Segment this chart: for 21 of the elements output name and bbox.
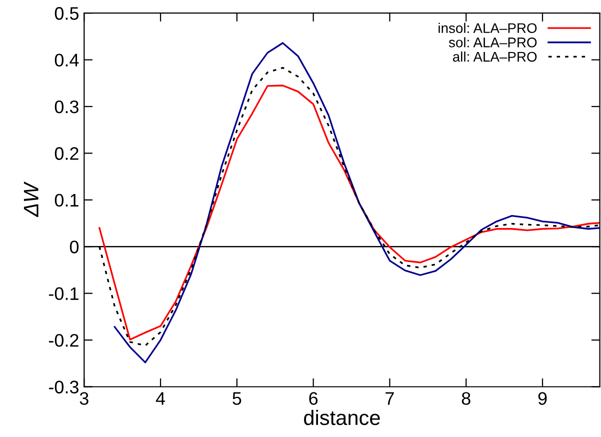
- x-tick-label: 7: [386, 392, 394, 405]
- legend-label: sol: ALA–PRO: [448, 37, 537, 48]
- legend-label: insol: ALA–PRO: [438, 22, 537, 34]
- y-tick-label: -0.3: [48, 380, 78, 394]
- y-tick-label: 0.1: [54, 194, 78, 207]
- x-tick-label: 3: [80, 392, 88, 405]
- y-tick-label: -0.1: [48, 287, 78, 300]
- x-tick-label: 8: [462, 392, 470, 405]
- legend-label: all: ALA–PRO: [452, 52, 537, 62]
- y-tick-label: 0.2: [54, 147, 78, 160]
- x-tick-label: 6: [309, 392, 318, 405]
- x-tick-label: 9: [538, 392, 547, 405]
- y-tick-label: 0: [70, 240, 79, 254]
- y-axis-title: ΔW: [24, 181, 38, 218]
- y-tick-label: -0.2: [48, 334, 78, 347]
- x-tick-label: 5: [232, 392, 242, 405]
- x-axis-title: distance: [304, 410, 380, 426]
- x-tick-label: 4: [156, 392, 166, 405]
- y-tick-label: 0.3: [54, 100, 78, 114]
- y-tick-label: 0.4: [54, 54, 79, 67]
- y-tick-label: 0.5: [54, 7, 79, 20]
